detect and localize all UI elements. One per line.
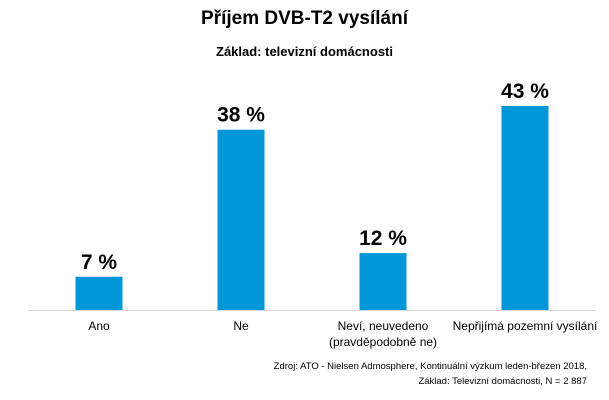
category-label: Ano [88, 319, 110, 333]
bar [75, 276, 123, 310]
category-label: Neví, neuvedeno [338, 319, 429, 333]
category-label: Nepřijímá pozemní vysílání [453, 319, 598, 333]
data-label: 7 % [81, 251, 118, 274]
category-label: Ne [233, 319, 249, 333]
data-label: 43 % [501, 80, 549, 103]
bar [359, 253, 407, 310]
bar [217, 129, 265, 310]
data-label: 38 % [217, 104, 265, 127]
chart-subtitle: Základ: televizní domácnosti [216, 44, 393, 59]
data-label: 12 % [359, 227, 407, 250]
category-label: (pravděpodobně ne) [329, 335, 437, 349]
bar [501, 106, 549, 310]
source-note-line-1: Zdroj: ATO - Nielsen Admosphere, Kontinu… [273, 361, 587, 372]
chart-title: Příjem DVB-T2 vysílání [201, 8, 408, 29]
source-note-line-2: Základ: Televizní domácnosti, N = 2 887 [418, 376, 587, 387]
